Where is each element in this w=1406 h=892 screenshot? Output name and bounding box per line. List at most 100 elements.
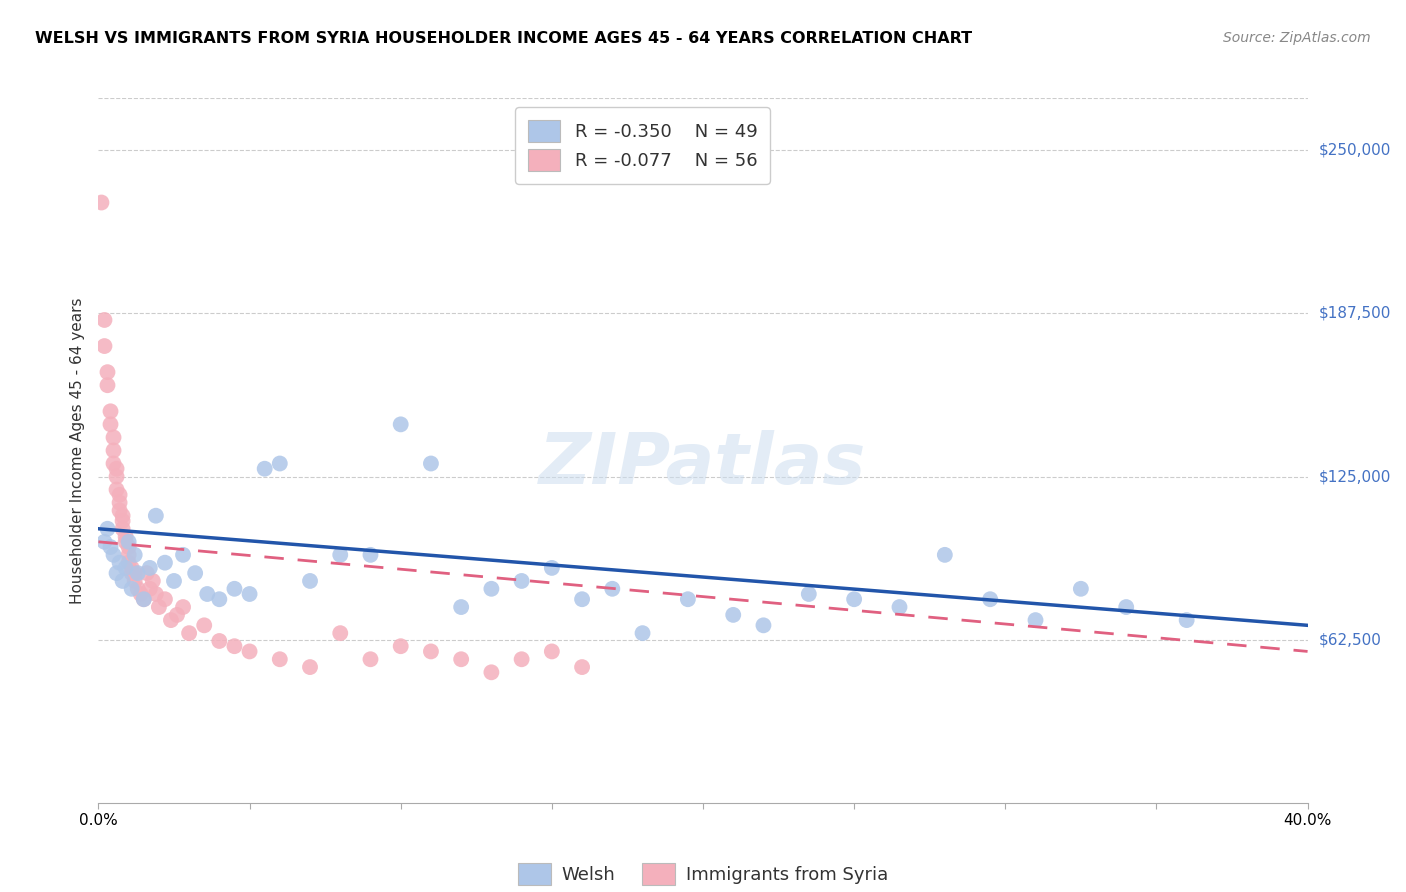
Point [121,566,143,581]
Point [145,508,167,523]
Point [121,561,143,575]
Point [419,644,441,658]
Point [510,652,533,666]
Point [329,626,352,640]
Point [90,195,112,210]
Point [100,404,122,418]
Point [224,639,246,653]
Point [132,592,155,607]
Point [114,530,136,544]
Point [129,587,152,601]
Point [108,488,131,502]
Point [127,566,149,581]
Point [105,566,128,581]
Point [299,574,322,588]
Point [195,587,218,601]
Point [676,592,699,607]
Point [193,618,215,632]
Point [105,469,128,483]
Point [145,587,167,601]
Point [172,600,194,615]
Text: WELSH VS IMMIGRANTS FROM SYRIA HOUSEHOLDER INCOME AGES 45 - 64 YEARS CORRELATION: WELSH VS IMMIGRANTS FROM SYRIA HOUSEHOLD… [35,31,973,46]
Point [844,592,866,607]
Point [160,613,183,627]
Text: $187,500: $187,500 [1319,306,1391,321]
Point [389,639,412,653]
Point [124,566,146,581]
Point [269,652,291,666]
Point [114,534,136,549]
Point [153,556,176,570]
Point [510,574,533,588]
Point [360,548,382,562]
Point [163,574,186,588]
Point [108,556,131,570]
Point [132,592,155,607]
Point [934,548,956,562]
Point [111,574,134,588]
Point [93,339,115,353]
Point [103,430,125,444]
Point [1024,613,1046,627]
Point [93,534,115,549]
Point [631,626,654,640]
Text: $250,000: $250,000 [1319,143,1391,158]
Point [389,417,412,432]
Point [105,461,128,475]
Point [111,508,134,523]
Text: ZIPatlas: ZIPatlas [540,430,866,499]
Point [118,540,141,554]
Point [124,548,146,562]
Point [118,548,141,562]
Point [602,582,624,596]
Point [153,592,176,607]
Point [139,582,162,596]
Point [111,514,134,528]
Point [103,443,125,458]
Point [208,634,231,648]
Text: Source: ZipAtlas.com: Source: ZipAtlas.com [1223,31,1371,45]
Legend: Welsh, Immigrants from Syria: Welsh, Immigrants from Syria [510,856,896,892]
Point [172,548,194,562]
Point [108,496,131,510]
Point [103,457,125,471]
Point [721,607,744,622]
Point [124,574,146,588]
Point [118,534,141,549]
Point [96,522,118,536]
Point [571,660,593,674]
Point [1175,613,1198,627]
Point [889,600,911,615]
Point [142,574,165,588]
Point [166,607,188,622]
Point [239,587,262,601]
Point [121,582,143,596]
Point [329,548,352,562]
Point [135,566,157,581]
Point [269,457,291,471]
Text: $125,000: $125,000 [1319,469,1391,484]
Point [253,461,276,475]
Point [299,660,322,674]
Point [93,313,115,327]
Point [239,644,262,658]
Point [96,365,118,379]
Point [127,582,149,596]
Text: $62,500: $62,500 [1319,632,1382,648]
Point [797,587,820,601]
Y-axis label: Householder Income Ages 45 - 64 years: Householder Income Ages 45 - 64 years [69,297,84,604]
Point [752,618,775,632]
Point [177,626,201,640]
Point [111,522,134,536]
Point [419,457,441,471]
Point [184,566,207,581]
Point [450,600,472,615]
Point [481,665,503,680]
Point [103,548,125,562]
Point [224,582,246,596]
Point [540,561,562,575]
Point [979,592,1001,607]
Point [100,417,122,432]
Point [571,592,593,607]
Point [540,644,562,658]
